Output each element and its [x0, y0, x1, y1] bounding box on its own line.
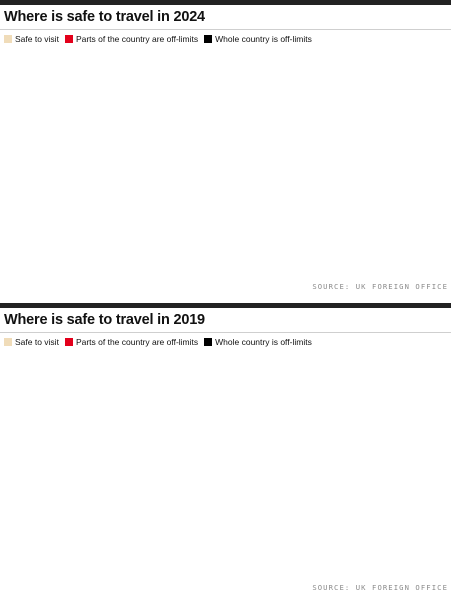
legend-item-partial: Parts of the country are off-limits — [64, 337, 199, 347]
legend-item-whole: Whole country is off-limits — [204, 337, 312, 347]
title-divider — [0, 332, 451, 333]
legend-swatch-partial — [64, 338, 73, 346]
world-map — [0, 349, 451, 579]
legend-swatch-whole — [204, 35, 213, 43]
ocean — [0, 349, 451, 579]
source-credit: SOURCE: UK FOREIGN OFFICE — [312, 282, 448, 291]
panel-top-bar — [0, 0, 451, 5]
legend-item-safe: Safe to visit — [4, 34, 59, 44]
legend-label-partial: Parts of the country are off-limits — [75, 337, 199, 347]
legend-label-whole: Whole country is off-limits — [215, 337, 312, 347]
source-credit: SOURCE: UK FOREIGN OFFICE — [312, 583, 448, 592]
map-panel-2024: Where is safe to travel in 2024 Safe to … — [0, 0, 451, 291]
world-map — [0, 46, 451, 276]
legend-label-partial: Parts of the country are off-limits — [75, 34, 199, 44]
world-map-svg — [0, 46, 451, 276]
legend-item-partial: Parts of the country are off-limits — [64, 34, 199, 44]
legend-label-whole: Whole country is off-limits — [215, 34, 312, 44]
legend-swatch-safe — [4, 35, 12, 43]
legend-swatch-partial — [64, 35, 73, 43]
title-divider — [0, 29, 451, 30]
world-map-svg — [0, 349, 451, 579]
legend-swatch-safe — [4, 338, 12, 346]
ocean — [0, 46, 451, 276]
map-title: Where is safe to travel in 2024 — [4, 9, 205, 25]
panel-top-bar — [0, 303, 451, 308]
map-panel-2019: Where is safe to travel in 2019 Safe to … — [0, 303, 451, 600]
legend: Safe to visit Parts of the country are o… — [4, 335, 318, 349]
legend-swatch-whole — [204, 338, 213, 346]
legend-label-safe: Safe to visit — [15, 337, 59, 347]
legend-item-safe: Safe to visit — [4, 337, 59, 347]
map-title: Where is safe to travel in 2019 — [4, 312, 205, 328]
legend: Safe to visit Parts of the country are o… — [4, 32, 318, 46]
legend-item-whole: Whole country is off-limits — [204, 34, 312, 44]
legend-label-safe: Safe to visit — [15, 34, 59, 44]
